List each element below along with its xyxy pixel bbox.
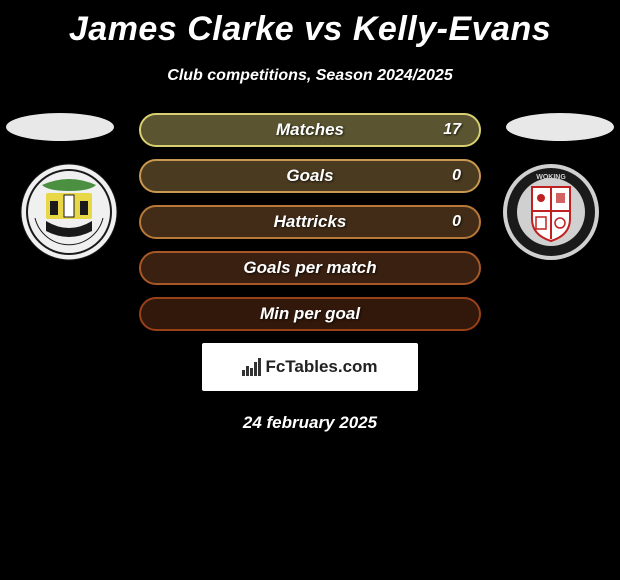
stats-container: Matches 17 Goals 0 Hattricks 0 Goals per…	[139, 113, 481, 331]
comparison-area: WOKING Matches 17 Goals 0 Hattricks 0 Go…	[0, 113, 620, 433]
date-text: 24 february 2025	[0, 413, 620, 433]
stat-row-matches: Matches 17	[139, 113, 481, 147]
stat-value-right: 0	[452, 213, 461, 231]
stat-label: Hattricks	[274, 212, 347, 232]
stat-label: Goals per match	[243, 258, 376, 278]
svg-text:WOKING: WOKING	[536, 174, 566, 181]
stat-row-goals-per-match: Goals per match	[139, 251, 481, 285]
player-right-oval	[506, 113, 614, 141]
page-title: James Clarke vs Kelly-Evans	[0, 0, 620, 49]
stat-value-right: 0	[452, 167, 461, 185]
player-left-oval	[6, 113, 114, 141]
fctables-logo: FcTables.com	[242, 357, 377, 377]
stat-value-right: 17	[443, 121, 461, 139]
stat-row-goals: Goals 0	[139, 159, 481, 193]
chart-icon	[242, 358, 261, 376]
fctables-logo-box: FcTables.com	[202, 343, 418, 391]
stat-label: Matches	[276, 120, 344, 140]
subtitle: Club competitions, Season 2024/2025	[0, 67, 620, 85]
club-badge-left	[20, 163, 118, 261]
logo-text: FcTables.com	[265, 357, 377, 377]
stat-label: Goals	[286, 166, 333, 186]
club-badge-right: WOKING	[502, 163, 600, 261]
stat-row-hattricks: Hattricks 0	[139, 205, 481, 239]
stat-label: Min per goal	[260, 304, 360, 324]
stat-row-min-per-goal: Min per goal	[139, 297, 481, 331]
